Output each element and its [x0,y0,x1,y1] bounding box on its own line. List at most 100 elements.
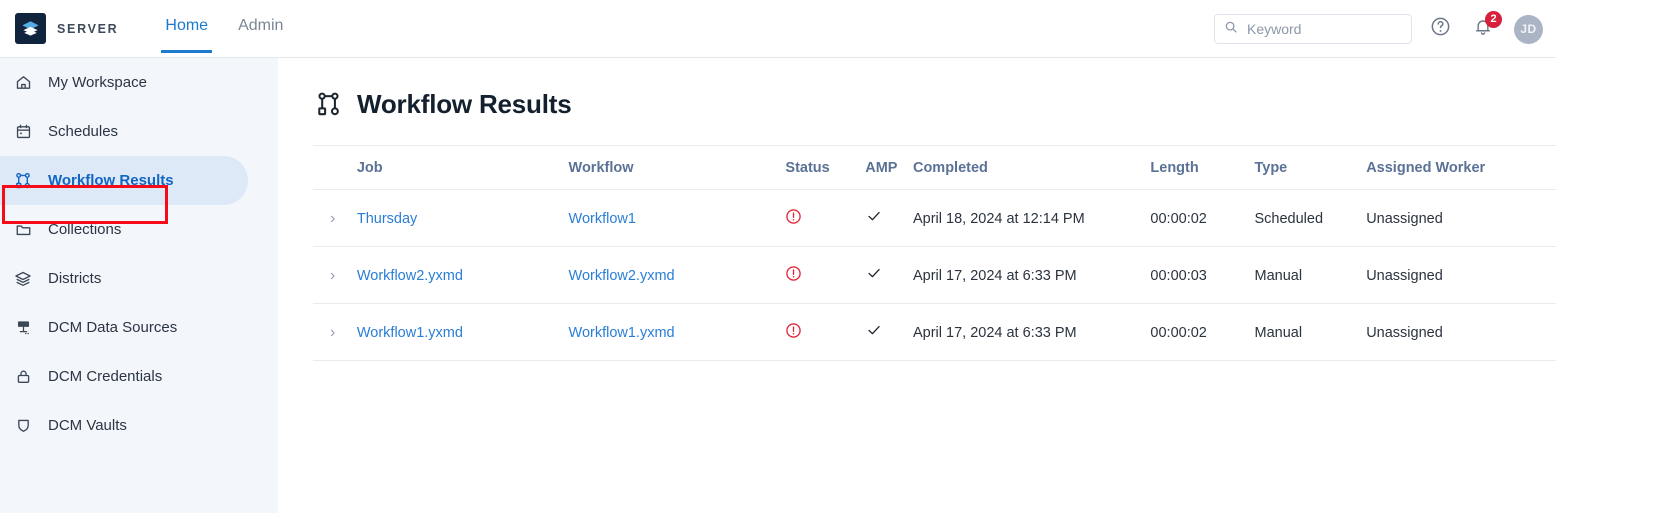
shield-icon [13,416,33,436]
cell-status [785,303,866,361]
cell-type: Scheduled [1254,189,1367,247]
sidebar-item-dcm-vaults[interactable]: DCM Vaults [0,401,278,450]
page-title: Workflow Results [357,89,572,119]
cell-assigned-worker: Unassigned [1366,189,1556,247]
sidebar-item-label: DCM Credentials [48,368,163,385]
brand[interactable]: SERVER [15,13,118,44]
calendar-icon [13,122,33,142]
chevron-right-icon[interactable]: › [330,266,336,284]
cell-completed: April 17, 2024 at 6:33 PM [912,246,1151,304]
search-input[interactable] [1245,20,1395,38]
column-header-assigned-worker[interactable]: Assigned Worker [1366,145,1556,190]
top-bar: SERVER Home Admin [0,0,1556,58]
column-header-job[interactable]: Job [356,145,569,190]
cell-assigned-worker: Unassigned [1366,303,1556,361]
cell-workflow: Workflow1.yxmd [568,303,786,361]
sidebar-item-label: Schedules [48,123,119,140]
error-circle-icon [785,322,802,339]
help-button[interactable] [1425,14,1455,44]
row-expand-cell: › [313,246,357,304]
search-box[interactable] [1214,14,1412,44]
error-circle-icon [785,265,802,282]
sidebar-item-label: DCM Data Sources [48,319,178,336]
cell-length: 00:00:03 [1150,246,1255,304]
sidebar-item-collections[interactable]: Collections [0,205,278,254]
sidebar-item-districts[interactable]: Districts [0,254,278,303]
avatar[interactable]: JD [1514,14,1543,44]
checkmark-icon [866,265,882,286]
nav-tab-home[interactable]: Home [161,17,213,53]
row-expand-cell: › [313,189,357,247]
lock-icon [13,367,33,387]
cell-assigned-worker: Unassigned [1366,246,1556,304]
column-header-length[interactable]: Length [1150,145,1255,190]
active-indicator [0,156,248,205]
workflow-link[interactable]: Workflow1 [568,210,636,227]
column-header-completed[interactable]: Completed [912,145,1151,190]
error-circle-icon [785,208,802,225]
chevron-right-icon[interactable]: › [330,209,336,227]
workflow-link[interactable]: Workflow2.yxmd [568,267,675,284]
column-header-type[interactable]: Type [1254,145,1367,190]
chevron-right-icon[interactable]: › [330,323,336,341]
app-viewport: SERVER Home Admin [0,0,1556,513]
cell-job: Thursday [356,189,569,247]
layers-icon [13,269,33,289]
folder-icon [13,220,33,240]
nav-tab-admin[interactable]: Admin [238,16,284,34]
table-row: › Thursday Workflow1 [313,189,1556,247]
sidebar-item-label: Collections [48,221,122,238]
column-header-status[interactable]: Status [785,145,866,190]
notifications-button[interactable]: 2 [1468,11,1502,44]
top-bar-actions: 2 JD [1214,0,1556,58]
cell-workflow: Workflow2.yxmd [568,246,786,304]
cell-workflow: Workflow1 [568,189,786,247]
job-link[interactable]: Workflow2.yxmd [356,267,463,284]
database-icon [13,318,33,338]
cell-length: 00:00:02 [1150,189,1255,247]
row-expand-cell: › [313,303,357,361]
workflow-link[interactable]: Workflow1.yxmd [568,324,675,341]
table-row: › Workflow1.yxmd Workflow1.yxmd [313,303,1556,361]
job-link[interactable]: Workflow1.yxmd [356,324,463,341]
page-header: Workflow Results [313,89,1556,120]
cell-completed: April 17, 2024 at 6:33 PM [912,303,1151,361]
brand-text: SERVER [57,21,119,36]
workflow-icon [313,90,343,120]
sidebar-item-dcm-credentials[interactable]: DCM Credentials [0,352,278,401]
checkmark-icon [866,208,882,229]
cell-completed: April 18, 2024 at 12:14 PM [912,189,1151,247]
main-content: Workflow Results Job Workflow Status AMP… [278,58,1556,513]
search-icon [1224,20,1238,39]
column-header-amp[interactable]: AMP [865,145,913,190]
notification-badge: 2 [1485,11,1502,28]
cell-status [785,246,866,304]
table-header-row: Job Workflow Status AMP Completed Length… [313,145,1556,190]
workflow-icon [13,171,33,191]
cell-length: 00:00:02 [1150,303,1255,361]
cell-type: Manual [1254,246,1367,304]
cell-job: Workflow1.yxmd [356,303,569,361]
checkmark-icon [866,322,882,343]
sidebar-item-workflow-results[interactable]: Workflow Results [0,156,278,205]
home-icon [13,73,33,93]
cell-status [785,189,866,247]
cell-type: Manual [1254,303,1367,361]
workflow-results-table: Job Workflow Status AMP Completed Length… [313,145,1556,361]
sidebar-item-schedules[interactable]: Schedules [0,107,278,156]
sidebar-item-my-workspace[interactable]: My Workspace [0,58,278,107]
layers-stack-icon [15,13,46,44]
column-header-workflow[interactable]: Workflow [568,145,786,190]
question-circle-icon [1430,16,1451,42]
sidebar-item-dcm-data-sources[interactable]: DCM Data Sources [0,303,278,352]
sidebar: My Workspace Schedules [0,58,278,513]
cell-amp [865,246,913,304]
cell-job: Workflow2.yxmd [356,246,569,304]
column-header-expand [313,145,357,190]
job-link[interactable]: Thursday [356,210,418,227]
main-nav: Home Admin [161,0,309,58]
sidebar-item-label: My Workspace [48,74,147,91]
sidebar-item-label: Districts [48,270,102,287]
sidebar-item-label: Workflow Results [48,172,174,189]
cell-amp [865,189,913,247]
